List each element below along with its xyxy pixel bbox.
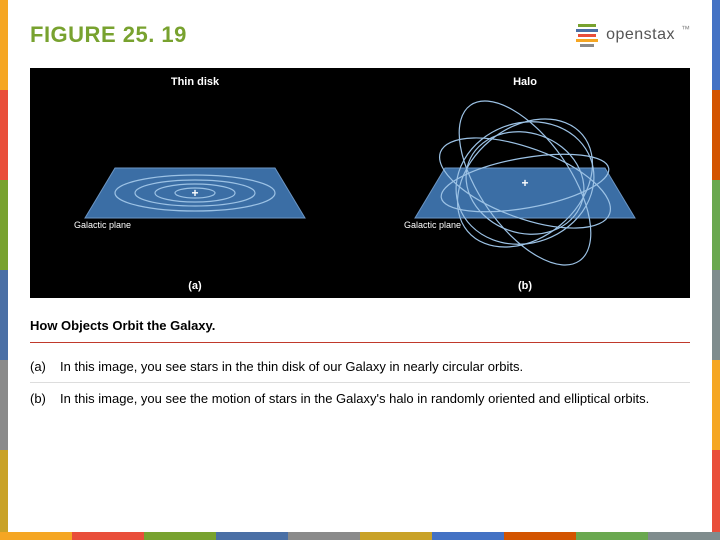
panel-b-plane-label: Galactic plane [404, 220, 461, 230]
right-stripe [712, 0, 720, 540]
openstax-icon [574, 22, 600, 48]
caption-b-text: In this image, you see the motion of sta… [60, 389, 649, 409]
panel-a-sublabel: (a) [30, 280, 360, 292]
panel-b: Halo + Galactic plane (b) [360, 68, 690, 298]
header: FIGURE 25. 19 openstax ™ [30, 22, 690, 48]
brand-logo: openstax ™ [574, 22, 690, 48]
caption: How Objects Orbit the Galaxy. (a) In thi… [30, 316, 690, 415]
panel-a-title: Thin disk [30, 76, 360, 88]
panel-b-title: Halo [360, 76, 690, 88]
left-stripe [0, 0, 8, 540]
caption-row-b: (b) In this image, you see the motion of… [30, 383, 690, 415]
panel-a: Thin disk + Galactic plane (a) [30, 68, 360, 298]
slide-content: FIGURE 25. 19 openstax ™ Thin disk [30, 22, 690, 520]
panel-a-svg: + [30, 68, 360, 298]
svg-text:+: + [521, 176, 528, 190]
panel-a-plane-label: Galactic plane [74, 220, 131, 230]
caption-title: How Objects Orbit the Galaxy. [30, 316, 690, 343]
figure-title: FIGURE 25. 19 [30, 22, 187, 48]
trademark-icon: ™ [681, 24, 690, 34]
panel-b-svg: + [360, 68, 690, 298]
caption-a-label: (a) [30, 357, 54, 377]
figure-diagram: Thin disk + Galactic plane (a) Halo [30, 68, 690, 298]
caption-row-a: (a) In this image, you see stars in the … [30, 351, 690, 384]
bottom-stripe [0, 532, 720, 540]
svg-text:+: + [191, 186, 198, 200]
brand-text: openstax [606, 26, 675, 44]
panel-b-sublabel: (b) [360, 280, 690, 292]
caption-a-text: In this image, you see stars in the thin… [60, 357, 523, 377]
caption-b-label: (b) [30, 389, 54, 409]
